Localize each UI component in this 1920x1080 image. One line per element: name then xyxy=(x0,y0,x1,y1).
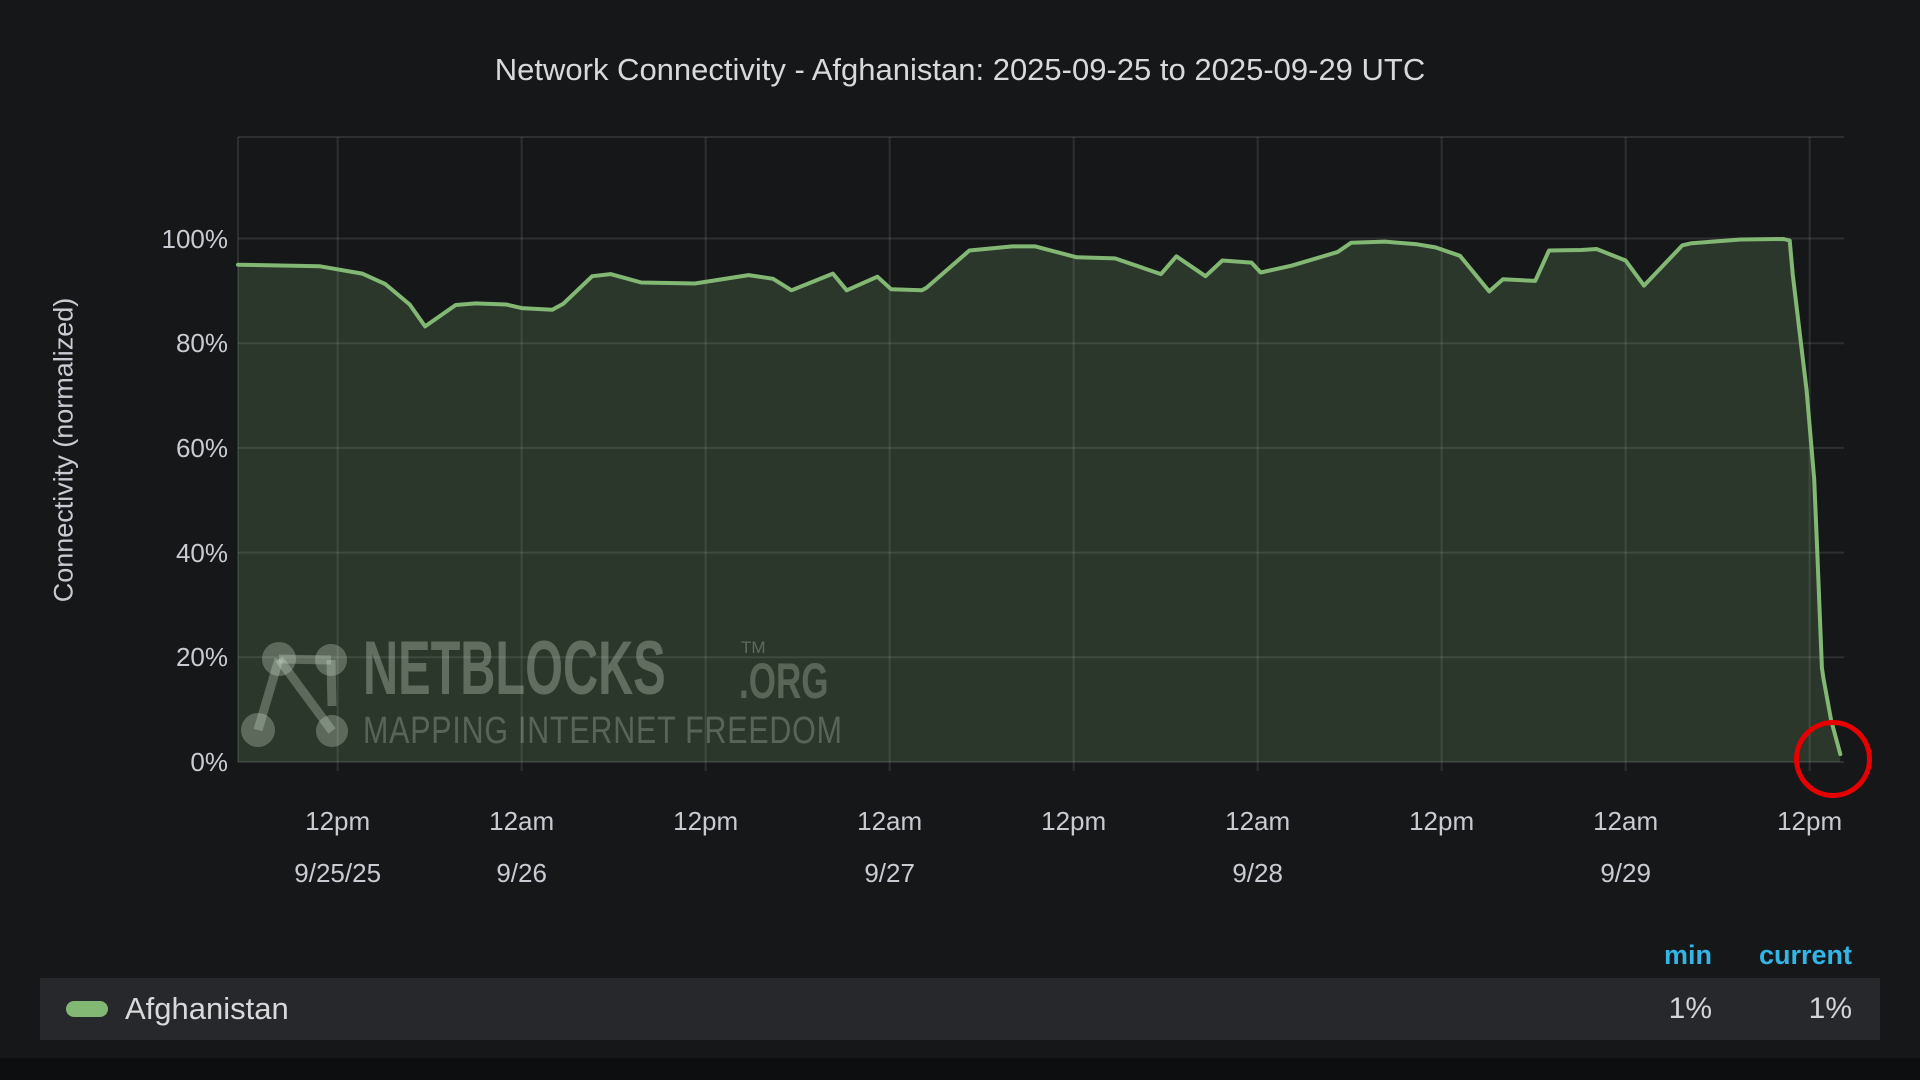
y-tick-label: 60% xyxy=(175,432,228,463)
legend-min-header[interactable]: min xyxy=(1663,939,1712,970)
x-tick-date-label: 9/25/25 xyxy=(294,858,382,888)
x-tick-date-label: 9/27 xyxy=(864,858,915,888)
x-tick-time-label: 12pm xyxy=(1409,806,1475,836)
bottom-window-strip xyxy=(0,1058,1920,1080)
trademark-symbol: TM xyxy=(741,638,766,658)
x-tick-time-label: 12pm xyxy=(1777,806,1843,836)
x-tick-time-label: 12am xyxy=(489,806,555,836)
y-tick-label: 40% xyxy=(175,537,228,568)
x-tick-date-label: 9/28 xyxy=(1232,858,1283,888)
outage-annotation-circle xyxy=(1793,720,1872,799)
x-tick-time-label: 12am xyxy=(1593,806,1659,836)
legend-table-headers: min current xyxy=(40,930,1880,980)
netblocks-logo-icon xyxy=(241,642,348,747)
x-tick-time-label: 12am xyxy=(857,806,923,836)
netblocks-brand-text: NETBLOCKS xyxy=(363,631,666,707)
netblocks-org-text: .ORG xyxy=(739,656,828,706)
legend-current-header[interactable]: current xyxy=(1758,939,1852,970)
y-tick-label: 80% xyxy=(175,328,228,359)
x-tick-time-label: 12pm xyxy=(1041,806,1107,836)
y-tick-label: 0% xyxy=(190,747,228,777)
series-color-swatch xyxy=(66,1001,108,1017)
y-tick-label: 100% xyxy=(161,223,229,254)
chart-title: Network Connectivity - Afghanistan: 2025… xyxy=(494,52,1426,87)
series-current-value: 1% xyxy=(1808,992,1852,1025)
x-tick-time-label: 12pm xyxy=(305,806,371,836)
series-min-value: 1% xyxy=(1668,992,1712,1025)
y-tick-label: 20% xyxy=(175,642,228,673)
x-tick-date-label: 9/29 xyxy=(1600,858,1651,888)
x-tick-date-label: 9/26 xyxy=(496,858,547,888)
legend-series-row[interactable]: Afghanistan 1% 1% xyxy=(40,978,1880,1040)
series-label: Afghanistan xyxy=(125,991,289,1026)
connectivity-chart-plot xyxy=(236,136,1844,771)
x-tick-time-label: 12am xyxy=(1225,806,1291,836)
netblocks-watermark: NETBLOCKS TM .ORG MAPPING INTERNET FREED… xyxy=(232,631,963,758)
netblocks-wordmark: NETBLOCKS TM .ORG MAPPING INTERNET FREED… xyxy=(363,631,963,751)
netblocks-tagline: MAPPING INTERNET FREEDOM xyxy=(363,712,843,750)
x-tick-time-label: 12pm xyxy=(673,806,739,836)
y-axis-title: Connectivity (normalized) xyxy=(48,297,79,603)
